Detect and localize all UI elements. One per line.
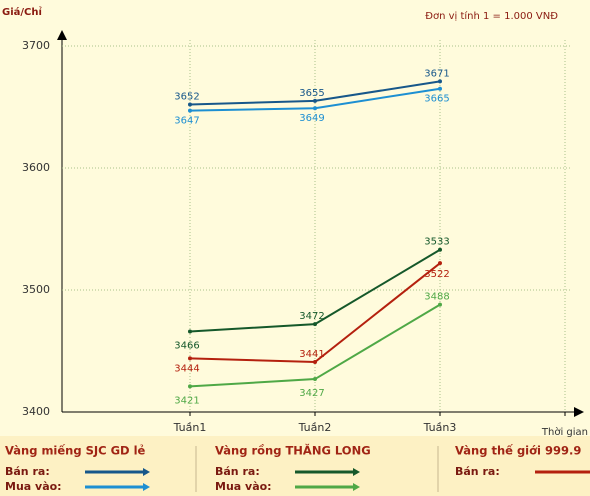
legend-arrow	[143, 483, 150, 491]
data-point	[188, 329, 192, 334]
data-point	[438, 79, 442, 84]
data-point	[313, 322, 317, 327]
data-point	[438, 247, 442, 252]
legend-label: Mua vào:	[5, 480, 62, 493]
data-point	[188, 384, 192, 389]
data-label: 3466	[174, 340, 199, 351]
data-point	[188, 102, 192, 107]
data-label: 3441	[299, 349, 324, 360]
y-axis-label: Giá/Chỉ	[2, 6, 42, 18]
data-label: 3655	[299, 88, 324, 99]
data-label: 3444	[174, 363, 199, 374]
data-point	[313, 106, 317, 111]
x-tick-label: Tuần1	[173, 421, 207, 434]
data-point	[188, 356, 192, 361]
data-label: 3533	[424, 237, 449, 248]
y-axis-arrow	[57, 30, 67, 40]
legend-group-title: Vàng miếng SJC GD lẻ	[5, 444, 146, 458]
data-label: 3488	[424, 292, 449, 303]
data-label: 3647	[174, 116, 199, 127]
y-tick-label: 3400	[22, 405, 50, 418]
legend-arrow	[353, 468, 360, 476]
data-point	[438, 86, 442, 91]
legend-label: Bán ra:	[455, 465, 500, 478]
x-tick-label: Tuần2	[298, 421, 332, 434]
data-point	[313, 377, 317, 382]
data-label: 3649	[299, 113, 324, 124]
x-axis-label: Thời gian	[541, 426, 588, 438]
legend-label: Bán ra:	[5, 465, 50, 478]
y-tick-label: 3600	[22, 161, 50, 174]
legend-arrow	[353, 483, 360, 491]
data-label: 3665	[424, 94, 449, 105]
data-label: 3472	[299, 311, 324, 322]
x-tick-label: Tuần3	[423, 421, 457, 434]
data-label: 3421	[174, 395, 199, 406]
legend-label: Mua vào:	[215, 480, 272, 493]
data-label: 3427	[299, 388, 324, 399]
data-point	[438, 302, 442, 307]
data-point	[313, 98, 317, 103]
x-axis-arrow	[574, 407, 584, 417]
y-tick-label: 3500	[22, 283, 50, 296]
data-point	[313, 359, 317, 364]
data-label: 3522	[424, 269, 449, 280]
legend-group-title: Vàng rồng THĂNG LONG	[215, 443, 371, 458]
legend-label: Bán ra:	[215, 465, 260, 478]
data-point	[438, 261, 442, 266]
y-tick-label: 3700	[22, 39, 50, 52]
legend-group-title: Vàng thế giới 999.9	[455, 444, 581, 458]
unit-note: Đơn vị tính 1 = 1.000 VNĐ	[425, 10, 558, 22]
plot-background	[0, 0, 590, 436]
data-label: 3671	[424, 68, 449, 79]
data-point	[188, 108, 192, 113]
legend-arrow	[143, 468, 150, 476]
data-label: 3652	[174, 92, 199, 103]
